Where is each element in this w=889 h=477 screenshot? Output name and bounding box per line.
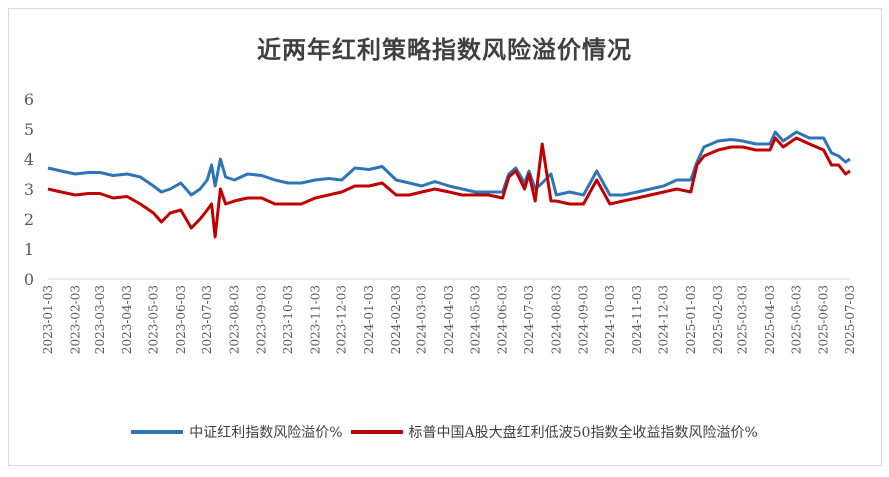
x-tick-label: 2023-09-03 — [255, 285, 269, 354]
x-tick-label: 2025-06-03 — [817, 285, 831, 354]
x-tick-label: 2024-02-03 — [389, 285, 403, 354]
x-tick-label: 2023-11-03 — [308, 285, 322, 354]
legend-item-series-2: 标普中国A股大盘红利低波50指数全收益指数风险溢价% — [350, 422, 758, 442]
x-tick-label: 2024-12-03 — [657, 285, 671, 354]
x-tick-label: 2025-05-03 — [789, 285, 803, 354]
y-tick-label: 4 — [24, 150, 34, 169]
x-tick-label: 2025-07-03 — [843, 285, 857, 354]
x-tick-label: 2023-05-03 — [147, 285, 161, 354]
x-tick-label: 2023-07-03 — [200, 285, 214, 354]
chart-frame — [8, 8, 882, 466]
x-tick-label: 2023-10-03 — [281, 285, 295, 354]
x-tick-label: 2024-09-03 — [577, 285, 591, 354]
y-tick-label: 6 — [24, 90, 34, 109]
x-tick-label: 2024-11-03 — [630, 285, 644, 354]
x-tick-label: 2023-03-03 — [93, 285, 107, 354]
x-tick-label: 2024-05-03 — [468, 285, 482, 354]
legend: 中证红利指数风险溢价% 标普中国A股大盘红利低波50指数全收益指数风险溢价% — [0, 422, 889, 442]
series-line-1 — [47, 130, 851, 197]
x-tick-label: 2023-02-03 — [68, 285, 82, 354]
x-tick-label: 2024-08-03 — [549, 285, 563, 354]
x-tick-label: 2025-01-03 — [684, 285, 698, 354]
x-tick-label: 2023-04-03 — [120, 285, 134, 354]
legend-label-series-1: 中证红利指数风险溢价% — [189, 425, 343, 441]
y-axis: 0 1 2 3 4 5 6 — [24, 90, 34, 289]
series-lines — [47, 130, 851, 239]
y-tick-label: 0 — [24, 270, 34, 289]
x-tick-label: 2023-01-03 — [41, 285, 55, 354]
x-tick-label: 2023-08-03 — [227, 285, 241, 354]
legend-swatch-series-1 — [131, 430, 184, 434]
chart-title: 近两年红利策略指数风险溢价情况 — [257, 35, 632, 64]
x-tick-label: 2024-04-03 — [442, 285, 456, 354]
y-tick-label: 5 — [24, 120, 34, 139]
x-tick-label: 2025-02-03 — [711, 285, 725, 354]
x-tick-label: 2025-04-03 — [763, 285, 777, 354]
x-tick-label: 2024-10-03 — [603, 285, 617, 354]
x-tick-label: 2024-07-03 — [522, 285, 536, 354]
legend-swatch-series-2 — [350, 430, 403, 434]
x-tick-label: 2024-03-03 — [415, 285, 429, 354]
series-line-2 — [47, 136, 851, 239]
x-tick-label: 2024-01-03 — [362, 285, 376, 354]
y-tick-label: 1 — [24, 240, 34, 259]
x-tick-label: 2024-06-03 — [496, 285, 510, 354]
legend-label-series-2: 标普中国A股大盘红利低波50指数全收益指数风险溢价% — [408, 425, 758, 441]
x-tick-label: 2023-12-03 — [335, 285, 349, 354]
legend-item-series-1: 中证红利指数风险溢价% — [131, 422, 343, 442]
x-tick-label: 2025-03-03 — [736, 285, 750, 354]
y-tick-label: 3 — [24, 180, 34, 199]
x-tick-label: 2023-06-03 — [174, 285, 188, 354]
y-tick-label: 2 — [24, 210, 34, 229]
x-axis: 2023-01-03 2023-02-03 2023-03-03 2023-04-03… — [41, 278, 857, 354]
